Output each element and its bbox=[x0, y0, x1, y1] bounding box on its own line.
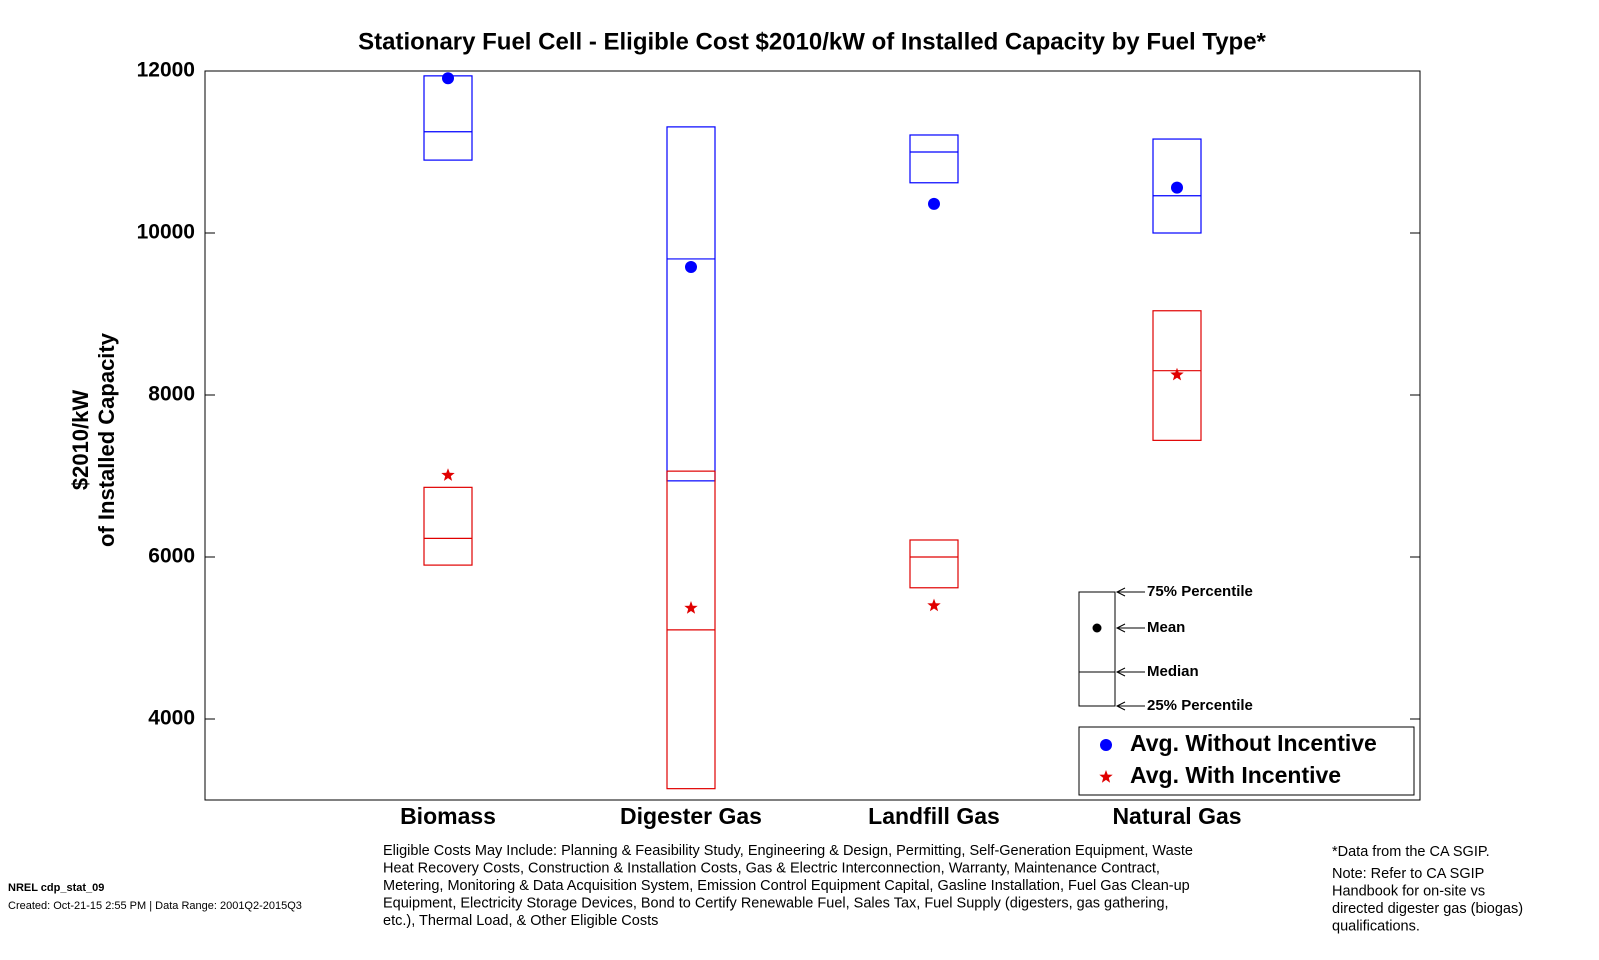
plot-frame bbox=[204, 70, 1421, 801]
source-note: qualifications. bbox=[1332, 918, 1420, 934]
mean-marker bbox=[927, 598, 941, 612]
box bbox=[423, 486, 473, 566]
box bbox=[666, 126, 716, 482]
key-label: Median bbox=[1147, 663, 1199, 680]
y-label-line: of Installed Capacity bbox=[94, 332, 119, 547]
chart-title: Stationary Fuel Cell - Eligible Cost $20… bbox=[358, 28, 1266, 55]
x-tick-label: Digester Gas bbox=[620, 803, 762, 829]
created-note: Created: Oct-21-15 2:55 PM | Data Range:… bbox=[8, 900, 302, 912]
y-label-line: $2010/kW bbox=[68, 390, 93, 491]
eligible-note: Metering, Monitoring & Data Acquisition … bbox=[383, 878, 1190, 894]
legend-box bbox=[1078, 726, 1415, 796]
mean-marker bbox=[1171, 181, 1183, 194]
source-note: Handbook for on-site vs bbox=[1332, 883, 1485, 899]
legend-marker bbox=[1099, 770, 1113, 783]
y-tick-label: 4000 bbox=[148, 707, 195, 730]
source-note: directed digester gas (biogas) bbox=[1332, 901, 1523, 917]
chart-id: NREL cdp_stat_09 bbox=[8, 882, 104, 894]
box bbox=[1152, 310, 1202, 441]
x-tick-label: Biomass bbox=[400, 803, 496, 829]
key-arrowhead bbox=[1115, 587, 1126, 597]
key-label: 75% Percentile bbox=[1147, 583, 1253, 600]
key-label: 25% Percentile bbox=[1147, 697, 1253, 714]
legend-label: Avg. Without Incentive bbox=[1130, 730, 1377, 756]
y-tick-label: 10000 bbox=[137, 221, 195, 244]
mean-marker bbox=[685, 261, 697, 274]
mean-marker bbox=[1170, 367, 1184, 381]
eligible-note: Eligible Costs May Include: Planning & F… bbox=[383, 843, 1193, 859]
key-box bbox=[1078, 591, 1116, 707]
key-arrowhead bbox=[1115, 667, 1126, 677]
eligible-note: Heat Recovery Costs, Construction & Inst… bbox=[383, 860, 1160, 876]
x-tick-label: Landfill Gas bbox=[868, 803, 1000, 829]
source-note: Note: Refer to CA SGIP bbox=[1332, 866, 1484, 882]
mean-marker bbox=[684, 601, 698, 614]
source-note: *Data from the CA SGIP. bbox=[1332, 844, 1490, 860]
y-axis-label: $2010/kW of Installed Capacity bbox=[68, 332, 119, 547]
mean-marker bbox=[442, 72, 454, 85]
key-mean bbox=[1092, 623, 1102, 633]
legend-marker bbox=[1100, 739, 1112, 751]
mean-marker bbox=[441, 468, 455, 481]
key-label: Mean bbox=[1147, 619, 1185, 636]
mean-marker bbox=[928, 197, 940, 210]
y-tick-label: 8000 bbox=[148, 383, 195, 406]
y-tick-label: 12000 bbox=[137, 59, 195, 82]
box bbox=[909, 134, 959, 184]
box bbox=[1152, 138, 1202, 234]
eligible-note: etc.), Thermal Load, & Other Eligible Co… bbox=[383, 913, 658, 929]
key-arrowhead bbox=[1115, 623, 1126, 633]
legend-label: Avg. With Incentive bbox=[1130, 762, 1341, 788]
y-tick-label: 6000 bbox=[148, 545, 195, 568]
x-tick-label: Natural Gas bbox=[1112, 803, 1241, 829]
key-arrowhead bbox=[1115, 701, 1126, 711]
eligible-note: Equipment, Electricity Storage Devices, … bbox=[383, 895, 1169, 911]
box bbox=[909, 539, 959, 589]
